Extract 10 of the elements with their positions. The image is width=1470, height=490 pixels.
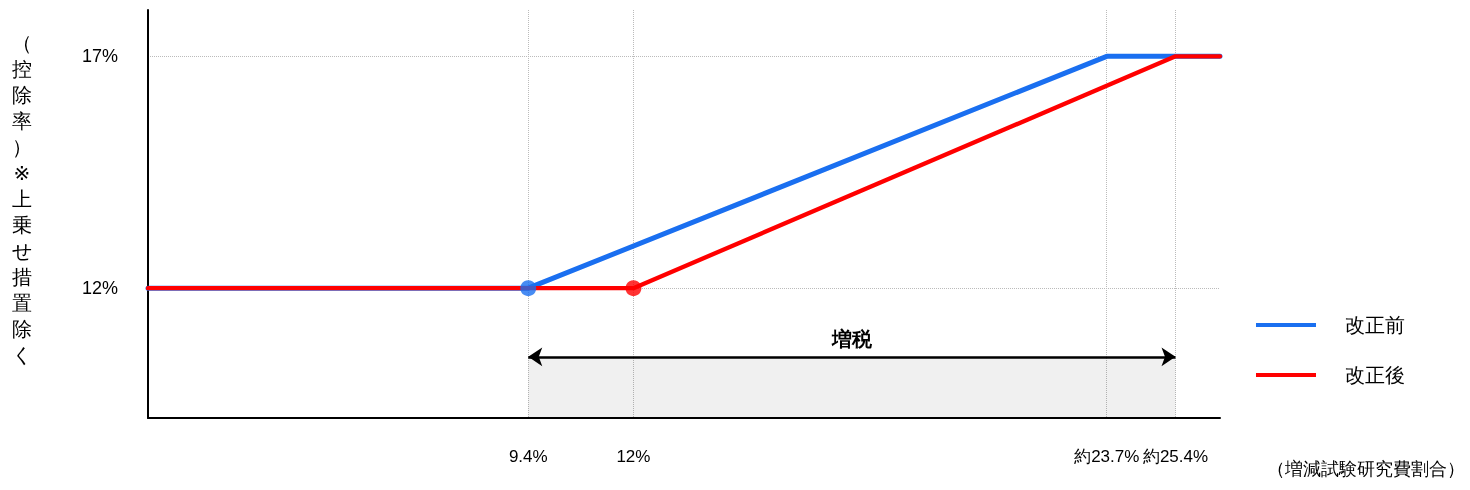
band-label: 増税 xyxy=(830,326,873,351)
legend-label: 改正前 xyxy=(1345,313,1405,337)
y-tick-label: 17% xyxy=(81,46,118,67)
x-tick-label: 12% xyxy=(616,447,651,466)
x-axis-title: （増減試験研究費割合） xyxy=(1267,459,1465,479)
legend-label: 改正後 xyxy=(1345,363,1405,387)
x-tick-label: 約25.4% xyxy=(1142,447,1209,466)
x-tick-label: 約23.7% xyxy=(1074,447,1140,466)
x-tick-label: 9.4% xyxy=(508,447,548,466)
text: （控除率）※上乗せ措置除く xyxy=(12,31,32,367)
